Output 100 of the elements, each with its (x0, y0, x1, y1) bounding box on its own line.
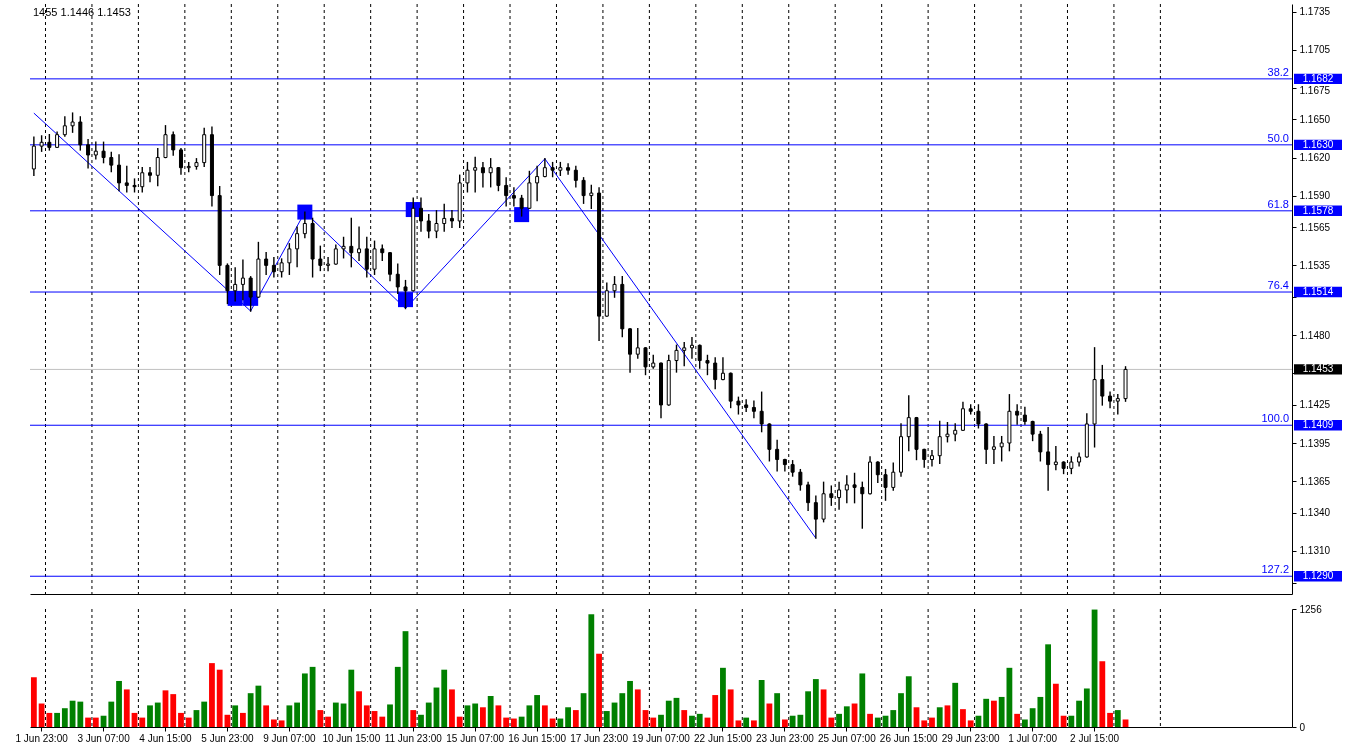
candlestick (31, 136, 36, 176)
bar (572, 710, 579, 727)
point (297, 204, 313, 220)
y-tick-label: 1256 (1299, 603, 1323, 615)
ref-line-label: 1.1453 (1302, 363, 1334, 375)
bar (836, 713, 842, 727)
bar (534, 695, 541, 727)
candlestick (264, 251, 269, 275)
candlestick (999, 435, 1004, 462)
bar (751, 720, 757, 727)
candlestick (101, 141, 106, 164)
bar (905, 676, 912, 727)
bar (1107, 712, 1113, 727)
bar (294, 702, 301, 727)
bar (1099, 661, 1106, 727)
ref-line-label: 1.1290 (1302, 570, 1334, 582)
candlestick (349, 217, 354, 268)
candlestick (566, 163, 571, 175)
ref-line-label: 1.1409 (1302, 419, 1334, 431)
bar (456, 716, 463, 727)
bar (1014, 713, 1021, 727)
candlestick (589, 184, 594, 209)
bar (108, 701, 115, 727)
candlestick (612, 276, 617, 298)
bar (480, 707, 486, 727)
candlestick (357, 226, 362, 261)
y-tick-label: 1.1425 (1299, 399, 1331, 411)
candlestick (960, 401, 965, 432)
bar (286, 705, 293, 727)
candlestick (148, 166, 153, 183)
bar (650, 717, 657, 727)
y-tick-label: 0 (1299, 721, 1306, 733)
bar (85, 717, 91, 727)
bar (379, 716, 386, 727)
bar (240, 712, 246, 727)
candlestick (163, 125, 168, 159)
candlestick (682, 342, 687, 367)
bar (1083, 688, 1090, 727)
candlestick (109, 151, 114, 173)
y-tick-label: 1.1395 (1299, 437, 1331, 449)
y-tick-label: 1.1705 (1299, 44, 1331, 56)
candlestick (62, 116, 67, 137)
bar (123, 689, 130, 727)
x-tick-label: 1 Jun 23:00 (15, 732, 69, 744)
x-tick-label: 1 Jul 07:00 (1008, 732, 1058, 744)
bar (201, 701, 208, 727)
ref-line-label: 1.1630 (1302, 138, 1334, 150)
candlestick (798, 468, 803, 491)
candlestick (829, 485, 834, 506)
candlestick (635, 328, 640, 359)
annotation: 76.4 (1267, 279, 1289, 292)
candlestick (117, 154, 122, 192)
bar (1076, 700, 1082, 727)
candlestick (535, 165, 540, 202)
bar (1114, 710, 1121, 727)
bar (991, 700, 997, 727)
candlestick (581, 177, 586, 204)
candlestick (248, 276, 253, 312)
bar (170, 694, 177, 727)
y-tick-label: 1.1735 (1299, 6, 1331, 18)
annotation: 38.2 (1267, 65, 1289, 78)
bar (874, 717, 881, 727)
annotation: 100.0 (1261, 412, 1289, 425)
x-tick-label: 22 Jun 15:00 (694, 732, 753, 744)
bar (867, 713, 873, 727)
y-tick-label: 1.1310 (1299, 545, 1331, 557)
candlestick (844, 475, 849, 504)
candlestick (697, 344, 702, 369)
bar (658, 714, 664, 727)
bar (325, 716, 331, 727)
bar (270, 719, 277, 727)
bar (812, 679, 819, 727)
bar (774, 693, 781, 727)
bar (1068, 715, 1075, 727)
bar (441, 669, 448, 727)
x-tick-label: 17 Jun 23:00 (570, 732, 629, 744)
ref-line-label: 1.1578 (1302, 204, 1334, 216)
bar (743, 717, 750, 727)
y-tick-label: 1.1565 (1299, 221, 1331, 233)
candlestick (496, 166, 501, 192)
bar (619, 693, 626, 727)
candlestick (674, 344, 679, 373)
bar (510, 718, 517, 727)
bar (61, 708, 68, 727)
bar (960, 709, 966, 727)
bar (859, 673, 866, 727)
bar (185, 717, 192, 727)
candlestick (937, 420, 942, 465)
bar (727, 689, 734, 727)
candlestick (318, 245, 323, 272)
candlestick (1038, 430, 1043, 462)
candlestick (426, 213, 431, 239)
candlestick (302, 211, 307, 239)
bar (449, 689, 455, 727)
y-tick-label: 1.1480 (1299, 329, 1331, 341)
bar (898, 693, 904, 727)
y-tick-label: 1.1365 (1299, 475, 1331, 487)
candlestick (480, 161, 485, 188)
x-tick-label: 9 Jun 07:00 (263, 732, 316, 744)
bar (263, 705, 270, 727)
